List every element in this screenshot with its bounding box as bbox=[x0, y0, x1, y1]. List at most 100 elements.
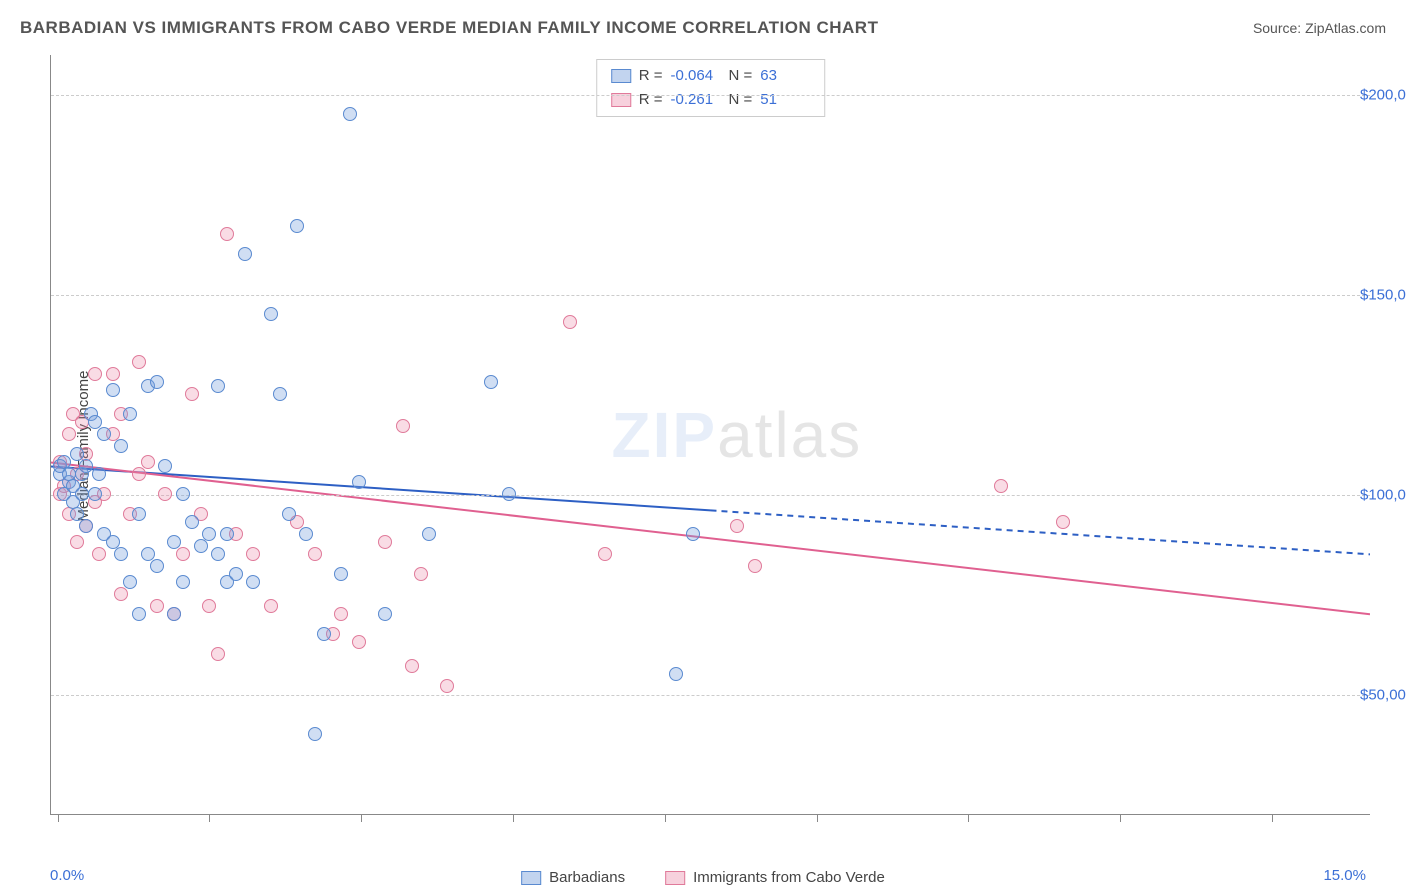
gridline bbox=[51, 695, 1370, 696]
chart-title: BARBADIAN VS IMMIGRANTS FROM CABO VERDE … bbox=[20, 18, 878, 38]
chart-source: Source: ZipAtlas.com bbox=[1253, 20, 1386, 36]
gridline bbox=[51, 495, 1370, 496]
gridline bbox=[51, 95, 1370, 96]
data-point-pink bbox=[396, 419, 410, 433]
data-point-blue bbox=[211, 547, 225, 561]
data-point-blue bbox=[308, 727, 322, 741]
data-point-blue bbox=[106, 383, 120, 397]
data-point-blue bbox=[176, 487, 190, 501]
data-point-blue bbox=[334, 567, 348, 581]
data-point-blue bbox=[97, 427, 111, 441]
data-point-pink bbox=[141, 455, 155, 469]
y-tick-label: $150,000 bbox=[1360, 287, 1406, 304]
data-point-pink bbox=[246, 547, 260, 561]
data-point-blue bbox=[502, 487, 516, 501]
data-point-pink bbox=[150, 599, 164, 613]
data-point-pink bbox=[405, 659, 419, 673]
data-point-pink bbox=[202, 599, 216, 613]
data-point-blue bbox=[185, 515, 199, 529]
swatch-blue bbox=[521, 871, 541, 885]
data-point-pink bbox=[70, 535, 84, 549]
data-point-blue bbox=[211, 379, 225, 393]
data-point-pink bbox=[334, 607, 348, 621]
data-point-blue bbox=[290, 219, 304, 233]
data-point-blue bbox=[150, 559, 164, 573]
data-point-blue bbox=[150, 375, 164, 389]
data-point-pink bbox=[440, 679, 454, 693]
data-point-pink bbox=[352, 635, 366, 649]
x-tick bbox=[665, 814, 666, 822]
data-point-pink bbox=[308, 547, 322, 561]
data-point-blue bbox=[484, 375, 498, 389]
data-point-pink bbox=[88, 367, 102, 381]
data-point-pink bbox=[730, 519, 744, 533]
stats-row-blue: R = -0.064 N = 63 bbox=[611, 64, 811, 88]
data-point-blue bbox=[343, 107, 357, 121]
data-point-pink bbox=[994, 479, 1008, 493]
legend-item-blue: Barbadians bbox=[521, 869, 625, 886]
data-point-pink bbox=[62, 427, 76, 441]
data-point-blue bbox=[317, 627, 331, 641]
data-point-blue bbox=[176, 575, 190, 589]
data-point-blue bbox=[92, 467, 106, 481]
watermark: ZIPatlas bbox=[612, 398, 863, 472]
series-legend: Barbadians Immigrants from Cabo Verde bbox=[521, 869, 885, 886]
data-point-blue bbox=[158, 459, 172, 473]
data-point-pink bbox=[414, 567, 428, 581]
data-point-blue bbox=[123, 575, 137, 589]
x-tick bbox=[968, 814, 969, 822]
chart-header: BARBADIAN VS IMMIGRANTS FROM CABO VERDE … bbox=[20, 18, 1386, 38]
data-point-blue bbox=[422, 527, 436, 541]
data-point-pink bbox=[158, 487, 172, 501]
data-point-blue bbox=[132, 607, 146, 621]
data-point-blue bbox=[299, 527, 313, 541]
data-point-blue bbox=[669, 667, 683, 681]
data-point-blue bbox=[246, 575, 260, 589]
data-point-blue bbox=[220, 527, 234, 541]
x-tick bbox=[1120, 814, 1121, 822]
data-point-blue bbox=[114, 547, 128, 561]
data-point-pink bbox=[1056, 515, 1070, 529]
x-tick bbox=[513, 814, 514, 822]
data-point-pink bbox=[132, 467, 146, 481]
data-point-pink bbox=[92, 547, 106, 561]
legend-item-pink: Immigrants from Cabo Verde bbox=[665, 869, 885, 886]
data-point-pink bbox=[598, 547, 612, 561]
y-tick-label: $200,000 bbox=[1360, 87, 1406, 104]
data-point-blue bbox=[79, 459, 93, 473]
gridline bbox=[51, 295, 1370, 296]
data-point-blue bbox=[167, 535, 181, 549]
data-point-blue bbox=[273, 387, 287, 401]
x-tick bbox=[209, 814, 210, 822]
data-point-pink bbox=[264, 599, 278, 613]
data-point-blue bbox=[114, 439, 128, 453]
data-point-pink bbox=[220, 227, 234, 241]
data-point-blue bbox=[378, 607, 392, 621]
data-point-pink bbox=[563, 315, 577, 329]
y-tick-label: $50,000 bbox=[1360, 687, 1406, 704]
data-point-blue bbox=[264, 307, 278, 321]
x-tick bbox=[58, 814, 59, 822]
data-point-pink bbox=[211, 647, 225, 661]
data-point-pink bbox=[185, 387, 199, 401]
data-point-blue bbox=[202, 527, 216, 541]
data-point-blue bbox=[686, 527, 700, 541]
x-tick bbox=[361, 814, 362, 822]
data-point-blue bbox=[352, 475, 366, 489]
trend-lines bbox=[51, 55, 1370, 814]
swatch-pink bbox=[665, 871, 685, 885]
x-axis-max-label: 15.0% bbox=[1323, 867, 1366, 884]
data-point-pink bbox=[132, 355, 146, 369]
data-point-pink bbox=[106, 367, 120, 381]
data-point-blue bbox=[79, 519, 93, 533]
data-point-blue bbox=[75, 487, 89, 501]
x-tick bbox=[1272, 814, 1273, 822]
y-tick-label: $100,000 bbox=[1360, 487, 1406, 504]
data-point-pink bbox=[114, 587, 128, 601]
data-point-blue bbox=[132, 507, 146, 521]
swatch-blue bbox=[611, 69, 631, 83]
x-axis-min-label: 0.0% bbox=[50, 867, 84, 884]
data-point-pink bbox=[176, 547, 190, 561]
data-point-pink bbox=[748, 559, 762, 573]
plot-area: ZIPatlas R = -0.064 N = 63 R = -0.261 N … bbox=[50, 55, 1370, 815]
